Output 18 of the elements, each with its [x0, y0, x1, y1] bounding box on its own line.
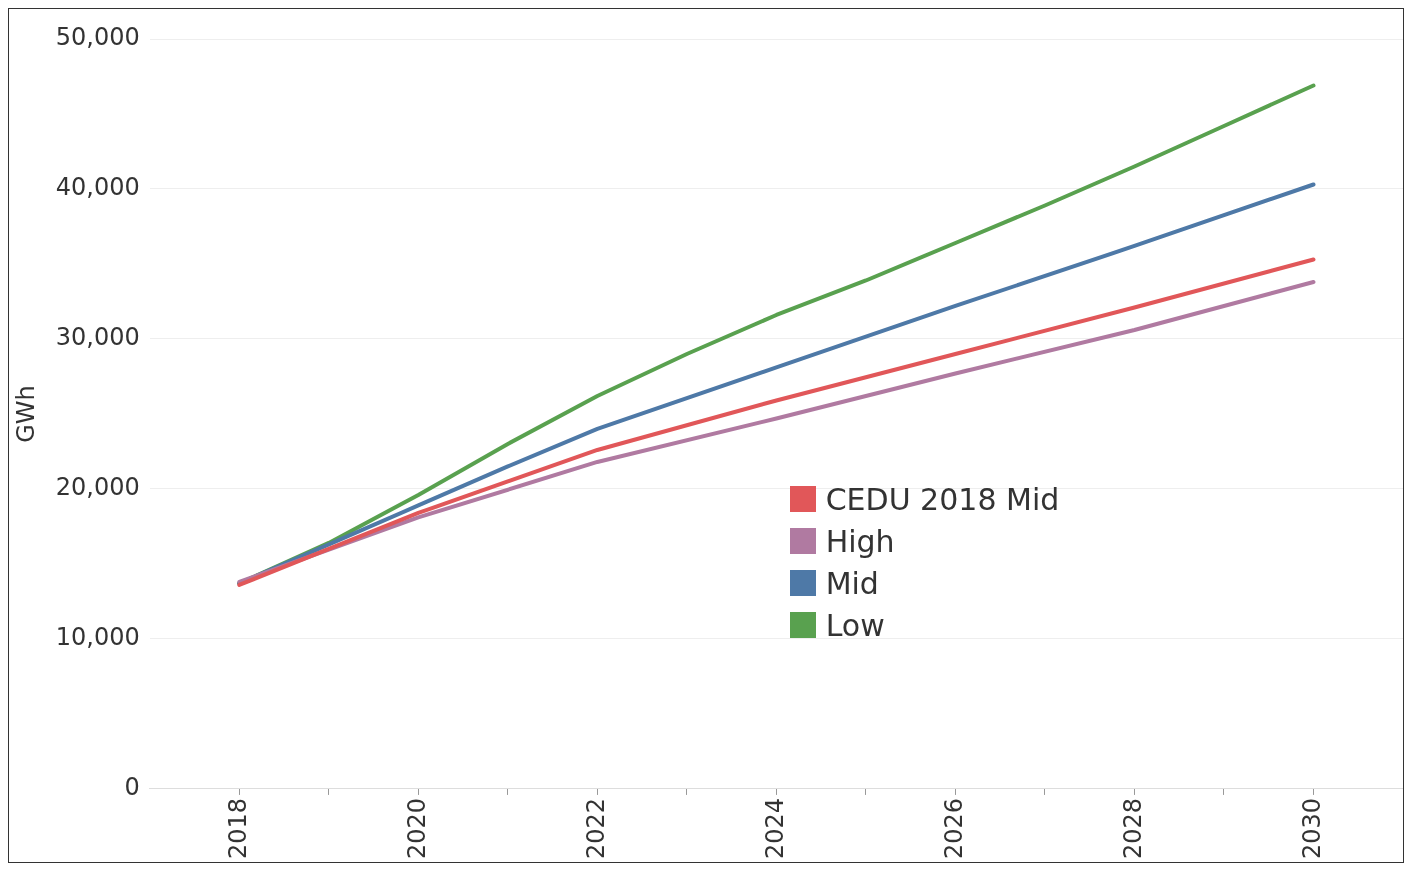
y-axis-title: GWh	[11, 385, 40, 443]
y-tick-label: 20,000	[55, 473, 140, 502]
y-tick-label: 10,000	[55, 623, 140, 652]
y-tick-label: 30,000	[55, 323, 140, 352]
legend-label: Low	[825, 607, 885, 643]
x-tick-label: 2018	[223, 797, 252, 859]
y-tick-label: 50,000	[55, 23, 140, 52]
x-tick-label: 2030	[1297, 797, 1326, 859]
x-tick-label: 2028	[1118, 797, 1147, 859]
legend-label: CEDU 2018 Mid	[825, 481, 1060, 517]
x-tick-label: 2024	[760, 797, 789, 859]
legend-label: High	[825, 523, 895, 559]
y-tick-label: 40,000	[55, 173, 140, 202]
y-tick-label: 0	[124, 773, 140, 802]
x-tick-label: 2026	[939, 797, 968, 859]
x-tick-label: 2022	[581, 797, 610, 859]
legend-label: Mid	[825, 565, 879, 601]
x-tick-label: 2020	[402, 797, 431, 859]
